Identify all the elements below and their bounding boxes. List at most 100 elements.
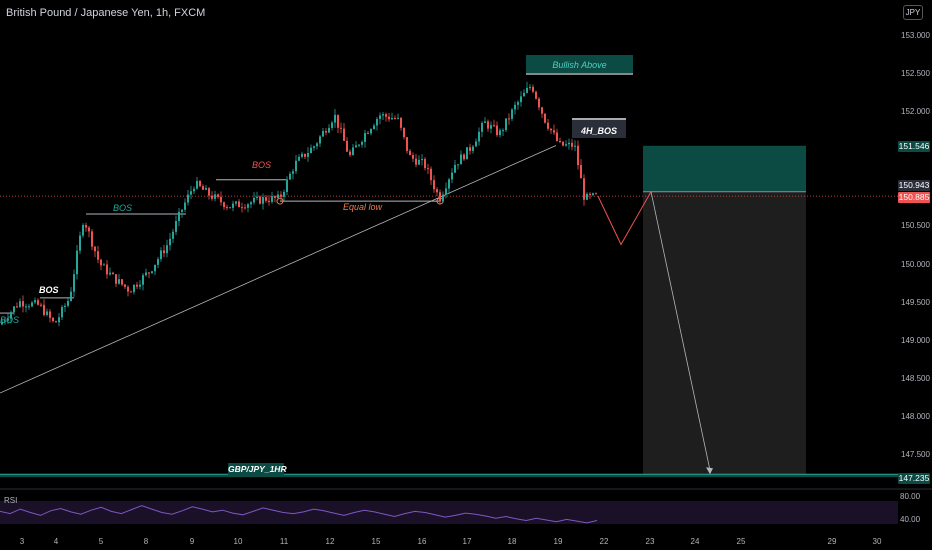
candle-body xyxy=(514,104,516,110)
candle-body xyxy=(82,225,84,236)
candle-body xyxy=(412,155,414,159)
candle-body xyxy=(502,130,504,132)
bos-label-1: BOS xyxy=(0,315,20,325)
candle-body xyxy=(10,312,12,319)
date-tick-label: 15 xyxy=(371,537,381,546)
candle-body xyxy=(178,211,180,222)
candle-body xyxy=(415,158,417,165)
h4-bos-label: 4H_BOS xyxy=(572,118,626,138)
candle-body xyxy=(43,304,45,316)
candle-body xyxy=(541,107,543,114)
price-tick-label: 152.000 xyxy=(901,107,930,117)
candle-body xyxy=(328,127,330,133)
candle-body xyxy=(145,272,147,276)
candle-body xyxy=(244,207,246,209)
date-tick-label: 8 xyxy=(143,537,149,546)
candle-body xyxy=(163,250,165,254)
candle-body xyxy=(295,160,297,172)
date-tick-label: 23 xyxy=(645,537,655,546)
candle-body xyxy=(4,320,6,322)
candle-body xyxy=(127,286,129,292)
candle-body xyxy=(217,194,219,197)
candle-body xyxy=(439,192,441,202)
candle-body xyxy=(232,203,234,208)
candle-body xyxy=(460,154,462,165)
candle-body xyxy=(313,146,315,148)
candle-body xyxy=(454,164,456,173)
candle-body xyxy=(136,284,138,287)
currency-badge[interactable]: JPY xyxy=(903,5,923,20)
candle-body xyxy=(469,147,471,151)
candle-body xyxy=(316,143,318,147)
price-tick-label: 149.000 xyxy=(901,335,930,345)
bottom-price-tag: 147.235 xyxy=(898,473,930,484)
candle-body xyxy=(139,284,141,287)
candle-body xyxy=(559,141,561,143)
date-tick-label: 9 xyxy=(189,537,195,546)
candle-body xyxy=(532,86,534,92)
candle-body xyxy=(172,231,174,239)
candle-body xyxy=(58,317,60,323)
candle-body xyxy=(124,284,126,287)
candle-body xyxy=(550,128,552,131)
candle-body xyxy=(535,91,537,99)
date-tick-label: 18 xyxy=(507,537,517,546)
rsi-title: RSI xyxy=(4,496,18,505)
price-tick-label: 150.500 xyxy=(901,221,930,231)
candle-body xyxy=(490,125,492,129)
date-tick-label: 29 xyxy=(827,537,837,546)
candle-body xyxy=(592,193,594,196)
candle-body xyxy=(73,274,75,292)
candle-body xyxy=(256,196,258,198)
candle-body xyxy=(13,306,15,313)
target-zone xyxy=(643,145,806,192)
candle-body xyxy=(22,301,24,307)
candle-body xyxy=(499,130,501,136)
candle-body xyxy=(451,172,453,180)
candle-body xyxy=(112,272,114,275)
candle-body xyxy=(382,114,384,116)
candle-body xyxy=(544,113,546,123)
candle-body xyxy=(196,180,198,189)
candle-body xyxy=(34,300,36,303)
candle-body xyxy=(298,156,300,161)
candle-body xyxy=(388,116,390,120)
price-tick-label: 148.500 xyxy=(901,373,930,383)
candle-body xyxy=(247,204,249,208)
candle-body xyxy=(340,127,342,129)
bottom-band xyxy=(0,474,898,478)
candle-body xyxy=(97,251,99,260)
candle-body xyxy=(220,196,222,203)
candle-body xyxy=(385,114,387,117)
candle-body xyxy=(7,318,9,321)
candle-body xyxy=(481,122,483,132)
rsi-line xyxy=(0,505,598,524)
candle-body xyxy=(223,202,225,208)
candle-body xyxy=(589,193,591,196)
price-tick-label: 152.500 xyxy=(901,69,930,79)
candle-body xyxy=(391,117,393,120)
candle-body xyxy=(358,144,360,146)
candle-body xyxy=(508,118,510,120)
candle-body xyxy=(577,145,579,166)
candle-body xyxy=(337,114,339,128)
candle-body xyxy=(463,154,465,160)
candle-body xyxy=(367,133,369,135)
candle-body xyxy=(61,306,63,318)
candle-body xyxy=(586,193,588,200)
candle-body xyxy=(175,221,177,232)
candle-body xyxy=(427,168,429,170)
candle-body xyxy=(199,180,201,187)
candle-body xyxy=(106,264,108,275)
candle-body xyxy=(265,197,267,201)
candle-body xyxy=(160,250,162,260)
entry-price-tag: 150.943 xyxy=(898,180,930,191)
equal-low-label: Equal low xyxy=(343,202,383,212)
candle-body xyxy=(574,145,576,147)
current-price-tag: 150.885 xyxy=(898,192,930,203)
candle-body xyxy=(181,209,183,212)
candle-body xyxy=(103,264,105,266)
candle-body xyxy=(496,125,498,136)
